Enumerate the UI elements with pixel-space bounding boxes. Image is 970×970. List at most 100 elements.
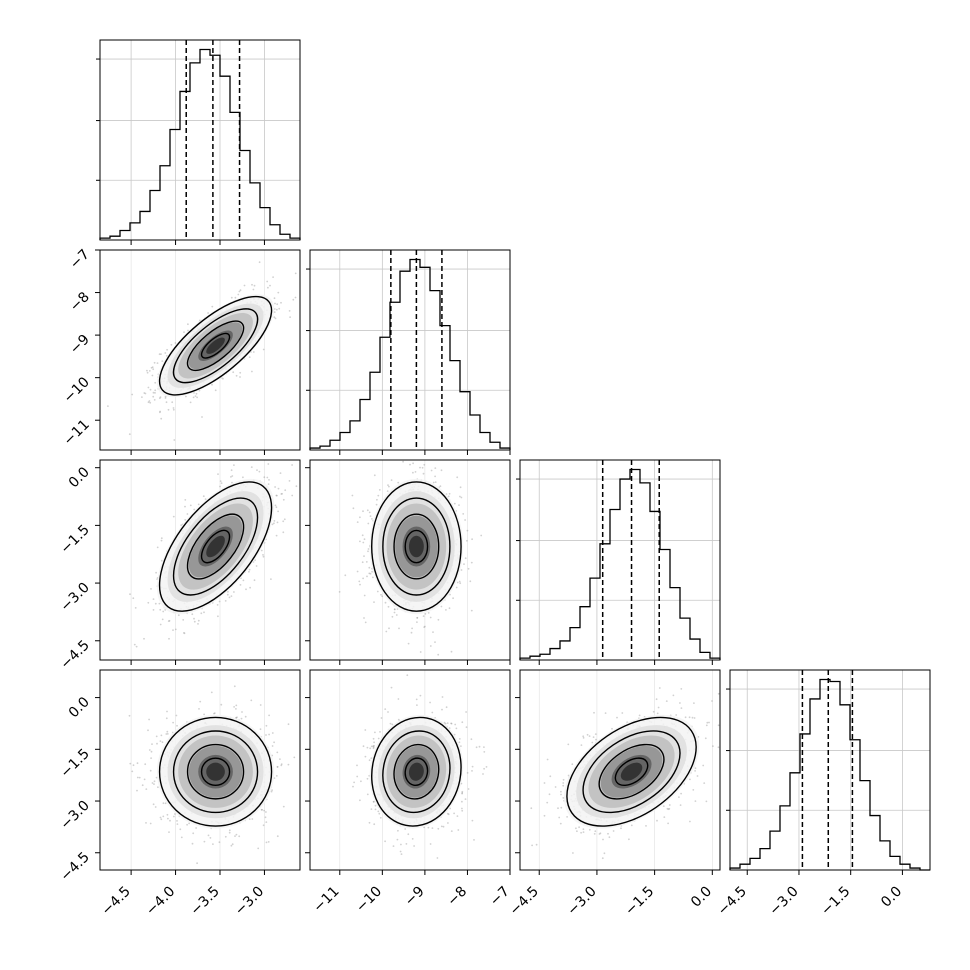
- scatter-point: [212, 843, 214, 845]
- scatter-point: [471, 538, 473, 541]
- scatter-point: [265, 821, 268, 823]
- scatter-point: [249, 586, 252, 589]
- scatter-point: [243, 284, 246, 287]
- scatter-point: [375, 503, 378, 506]
- scatter-point: [361, 561, 364, 564]
- scatter-point: [470, 609, 473, 612]
- scatter-point: [164, 397, 167, 399]
- density-shade: [206, 337, 225, 354]
- scatter-point: [235, 708, 237, 710]
- scatter-point: [166, 348, 169, 351]
- scatter-point: [271, 745, 274, 747]
- scatter-point: [409, 463, 411, 466]
- scatter-point: [147, 386, 150, 389]
- scatter-point: [282, 520, 285, 523]
- scatter-point: [363, 594, 366, 597]
- scatter-point: [152, 598, 155, 600]
- scatter-point: [165, 401, 168, 404]
- scatter-point: [191, 613, 194, 616]
- scatter-point: [344, 574, 347, 577]
- scatter-point: [164, 352, 167, 354]
- scatter-point: [282, 498, 285, 501]
- scatter-point: [144, 763, 147, 766]
- scatter-point: [262, 554, 264, 556]
- scatter-point: [180, 836, 183, 839]
- scatter-point: [262, 824, 265, 827]
- scatter-point: [192, 396, 195, 399]
- scatter-point: [440, 469, 443, 472]
- scatter-point: [187, 329, 189, 332]
- scatter-point: [279, 472, 282, 474]
- scatter-point: [273, 522, 275, 525]
- scatter-point: [133, 643, 136, 646]
- scatter-point: [255, 565, 258, 567]
- histogram-panel: [96, 39, 301, 245]
- scatter-point: [149, 822, 152, 825]
- scatter-point: [151, 782, 154, 784]
- scatter-point: [160, 539, 163, 542]
- scatter-point: [380, 593, 382, 596]
- scatter-point: [367, 550, 369, 553]
- y-tick-label: −8: [67, 289, 93, 315]
- scatter-point: [252, 351, 255, 353]
- scatter-point: [165, 733, 168, 735]
- scatter-point: [364, 621, 367, 624]
- scatter-point: [145, 788, 148, 790]
- scatter-point: [273, 520, 276, 522]
- scatter-point: [469, 580, 472, 583]
- scatter-point: [152, 395, 155, 398]
- scatter-point: [275, 506, 278, 509]
- scatter-point: [242, 476, 244, 479]
- histogram-panel: [306, 249, 511, 455]
- scatter-point: [432, 481, 435, 484]
- scatter-point: [214, 389, 217, 392]
- scatter-point: [274, 486, 276, 488]
- contour-line: [186, 320, 245, 372]
- scatter-point: [151, 374, 154, 377]
- scatter-point: [154, 381, 157, 384]
- scatter-point: [219, 480, 222, 482]
- scatter-point: [195, 392, 198, 395]
- scatter-point: [366, 509, 369, 512]
- scatter-point: [385, 630, 388, 633]
- scatter-point: [203, 713, 206, 716]
- scatter-point: [144, 392, 147, 395]
- scatter-point: [230, 595, 233, 597]
- scatter-point: [252, 288, 255, 291]
- scatter-point: [177, 614, 180, 617]
- scatter-point: [453, 502, 456, 505]
- scatter-point: [218, 841, 221, 844]
- scatter-point: [434, 475, 436, 478]
- scatter-point: [251, 370, 253, 373]
- scatter-point: [467, 567, 470, 570]
- scatter-point: [282, 805, 285, 808]
- scatter-point: [184, 505, 186, 508]
- scatter-point: [466, 539, 468, 542]
- scatter-point: [160, 537, 163, 540]
- scatter-point: [155, 571, 158, 574]
- scatter-point: [160, 734, 163, 737]
- scatter-point: [407, 642, 410, 645]
- scatter-point: [197, 503, 200, 506]
- scatter-point: [352, 507, 355, 510]
- scatter-point: [377, 494, 380, 497]
- scatter-point: [169, 819, 171, 822]
- scatter-point: [278, 307, 281, 310]
- scatter-point: [372, 576, 374, 579]
- histogram-step: [99, 48, 301, 240]
- scatter-point: [238, 290, 241, 293]
- scatter-point: [462, 513, 465, 515]
- scatter-point: [228, 829, 231, 832]
- scatter-point: [250, 699, 253, 702]
- scatter-point: [427, 612, 430, 614]
- density-shade: [408, 535, 424, 558]
- scatter-point: [397, 481, 400, 484]
- scatter-point: [184, 499, 187, 501]
- scatter-point: [156, 546, 159, 549]
- scatter-point: [187, 323, 189, 326]
- y-tick-label: −1.5: [57, 522, 92, 557]
- scatter-point: [230, 844, 233, 847]
- scatter-point: [398, 627, 400, 630]
- scatter-point: [276, 521, 279, 524]
- scatter-point: [284, 489, 287, 492]
